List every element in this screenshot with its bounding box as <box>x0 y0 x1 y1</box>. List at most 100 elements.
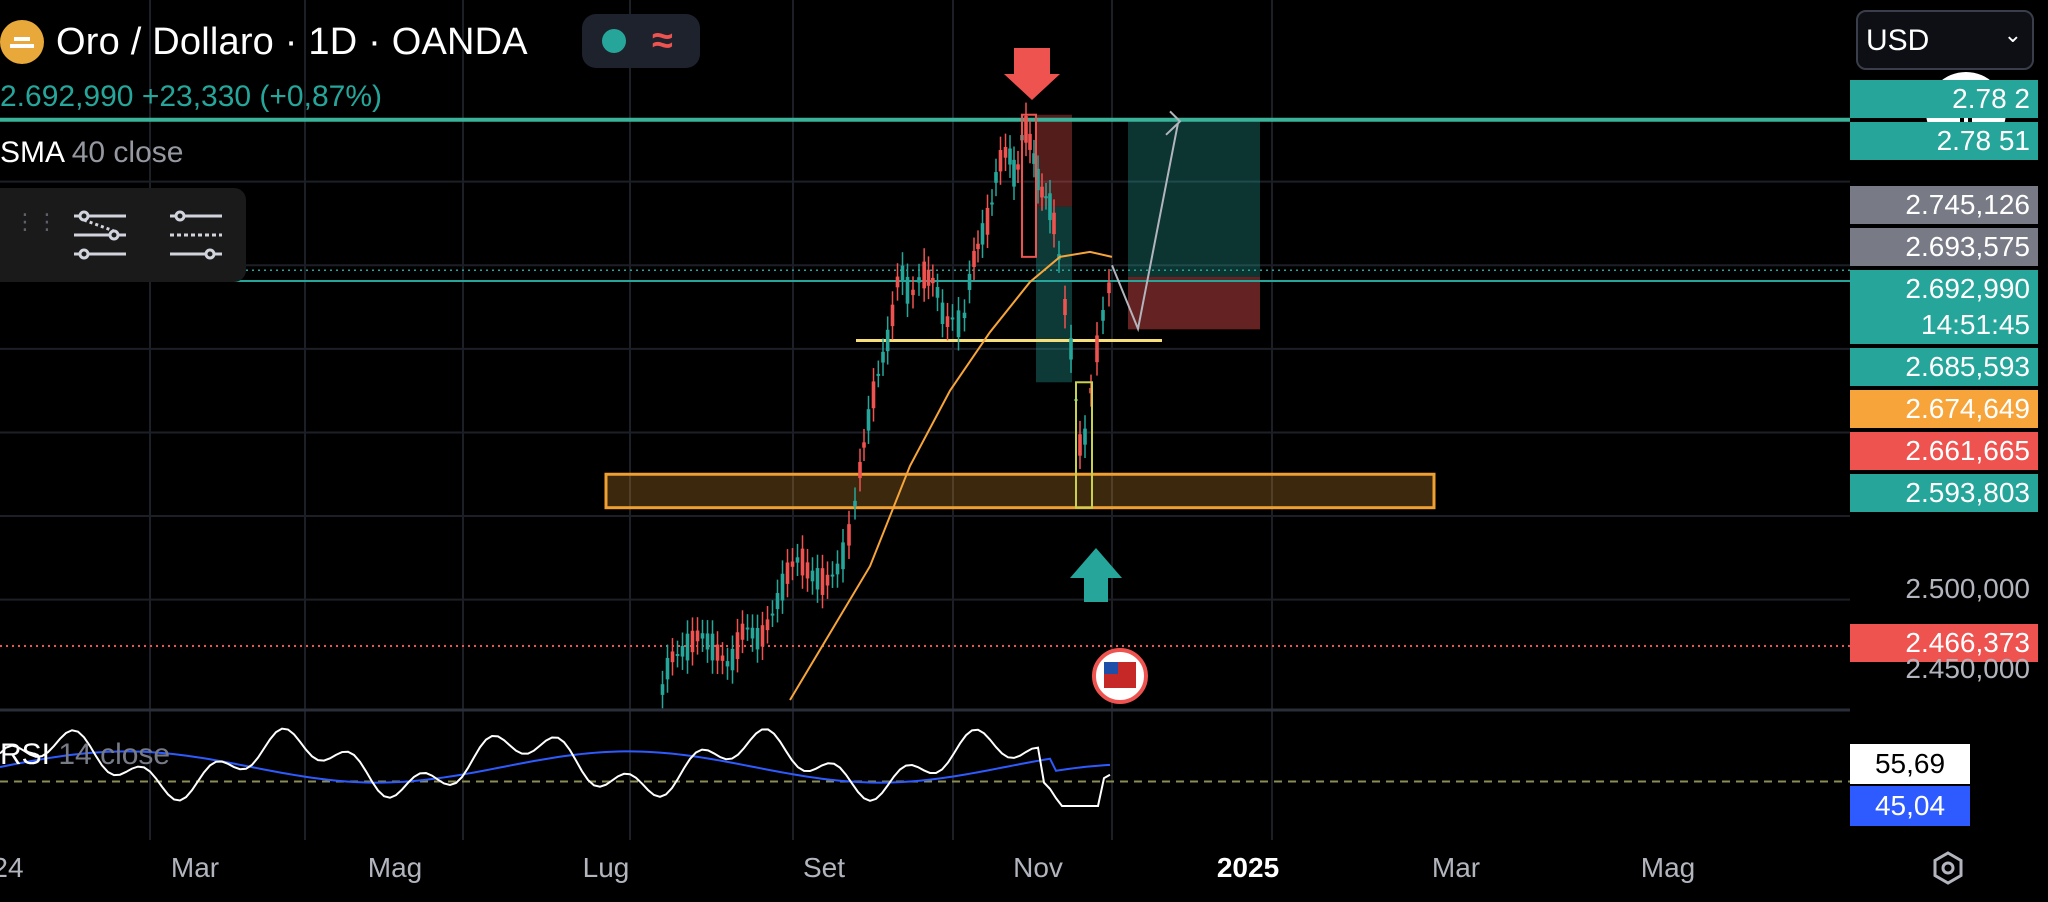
candle-body <box>695 630 700 642</box>
price-axis-label: 2.500,000 <box>1905 573 2030 604</box>
flag-canton <box>1104 662 1118 674</box>
candle-body <box>1003 146 1008 158</box>
time-axis-label: 2025 <box>1216 852 1280 883</box>
candle-body <box>1008 148 1012 165</box>
price-axis-label: 2.450,000 <box>1905 653 2030 684</box>
candle-body <box>945 316 950 328</box>
candle-body <box>735 632 740 660</box>
candle-body <box>976 243 980 250</box>
sma-legend[interactable]: SMA 40 close <box>0 136 183 170</box>
candle-body <box>820 568 825 595</box>
chart-grid <box>0 0 1850 840</box>
candle-body <box>785 562 790 584</box>
candle-body <box>956 310 961 338</box>
rsi-ma-line <box>0 750 1111 784</box>
target-zone <box>1128 119 1260 277</box>
drawing-toolbar: ⋮⋮ <box>0 188 246 282</box>
chevron-down-icon: ⌄ <box>2003 22 2022 47</box>
candle-body <box>980 223 985 245</box>
candle-body <box>700 633 705 639</box>
approx-wave-icon: ≈ <box>652 20 673 62</box>
candle-body <box>780 573 785 601</box>
candle-body <box>926 269 931 286</box>
last-price: 2.692,990 <box>0 80 134 113</box>
price-axis-label: 2.693,575 <box>1850 228 2038 266</box>
candle-body <box>1063 299 1067 316</box>
candle-body <box>745 627 750 630</box>
time-axis-label: Lug <box>582 852 630 883</box>
rsi-name: RSI <box>0 738 51 771</box>
time-axis-label: Mag <box>367 852 423 883</box>
sma-name: SMA <box>0 136 64 169</box>
candle-body <box>940 302 945 325</box>
rsi-legend[interactable]: RSI 14 close <box>0 738 170 772</box>
time-axis-label: Nov <box>1013 852 1063 883</box>
candle-body <box>1012 159 1016 187</box>
candle-body <box>876 373 881 376</box>
price-axis-label: 2.685,593 <box>1850 348 2038 386</box>
price-axis-label: 2.661,665 <box>1850 432 2038 470</box>
rsi-axis-label: 55,69 <box>1850 744 1970 784</box>
candle-body <box>1069 338 1073 360</box>
candle-body <box>710 633 715 661</box>
candle-body <box>935 287 940 298</box>
candle-body <box>750 627 755 639</box>
candle-body <box>1083 428 1087 445</box>
sma-path <box>789 250 1113 701</box>
market-open-dot-icon <box>602 29 626 53</box>
candle-body <box>905 276 910 304</box>
candle-body <box>765 619 770 631</box>
candle-body <box>740 623 745 640</box>
template-lines-icon[interactable] <box>166 208 226 262</box>
candle-body <box>1101 310 1105 321</box>
currency-value: USD <box>1866 24 1930 57</box>
candle-body <box>866 409 871 431</box>
time-axis-label: Mar <box>1431 852 1481 883</box>
settings-gear-icon[interactable] <box>1930 850 1966 886</box>
candle-body <box>685 633 690 661</box>
rsi-params: 14 close <box>58 738 171 771</box>
candle-body <box>775 593 780 610</box>
candle-body <box>1040 186 1044 198</box>
candle-body <box>1048 193 1052 221</box>
projection-path <box>1111 122 1179 333</box>
candle-body <box>800 548 805 576</box>
candle-body <box>847 524 851 546</box>
settings-lines-icon[interactable] <box>70 208 130 262</box>
chart-annotations <box>1004 48 1148 704</box>
candle-body <box>1024 115 1028 143</box>
gold-coin-icon <box>0 20 44 64</box>
candle-body <box>660 684 665 695</box>
buy-arrow-icon <box>1070 548 1122 602</box>
candle-body <box>853 500 857 507</box>
currency-selector[interactable]: USD ⌄ <box>1856 10 2034 70</box>
candle-body <box>1016 164 1020 170</box>
candle-body <box>985 207 990 235</box>
candle-body <box>972 250 976 267</box>
candle-body <box>841 542 845 570</box>
candle-body <box>967 273 972 290</box>
market-status-pill[interactable]: ≈ <box>582 14 700 68</box>
candle-body <box>1036 168 1040 191</box>
time-axis-label: 24 <box>0 852 24 883</box>
price-axis-label: 2.466,373 <box>1850 624 2038 662</box>
candle-body <box>675 654 680 657</box>
time-axis-label: Set <box>802 852 846 883</box>
stop-zone <box>1128 276 1260 330</box>
candle-body <box>835 563 840 575</box>
drag-handle-icon[interactable]: ⋮⋮ <box>14 209 58 234</box>
candle-body <box>795 557 800 563</box>
candle-body <box>900 265 905 282</box>
candle-body <box>1052 212 1056 235</box>
candle-body <box>760 625 765 647</box>
symbol-header[interactable]: Oro / Dollaro · 1D · OANDA <box>0 14 528 70</box>
rsi-axis-label: 45,04 <box>1850 786 1970 826</box>
top-highlight-box <box>1021 113 1037 258</box>
candle-body <box>1028 133 1032 150</box>
support-zone <box>604 472 1436 510</box>
candlestick-series <box>660 102 1111 709</box>
candle-body <box>931 277 935 284</box>
price-summary: 2.692,990 +23,330 (+0,87%) <box>0 80 382 114</box>
price-change: +23,330 (+0,87%) <box>141 80 382 113</box>
